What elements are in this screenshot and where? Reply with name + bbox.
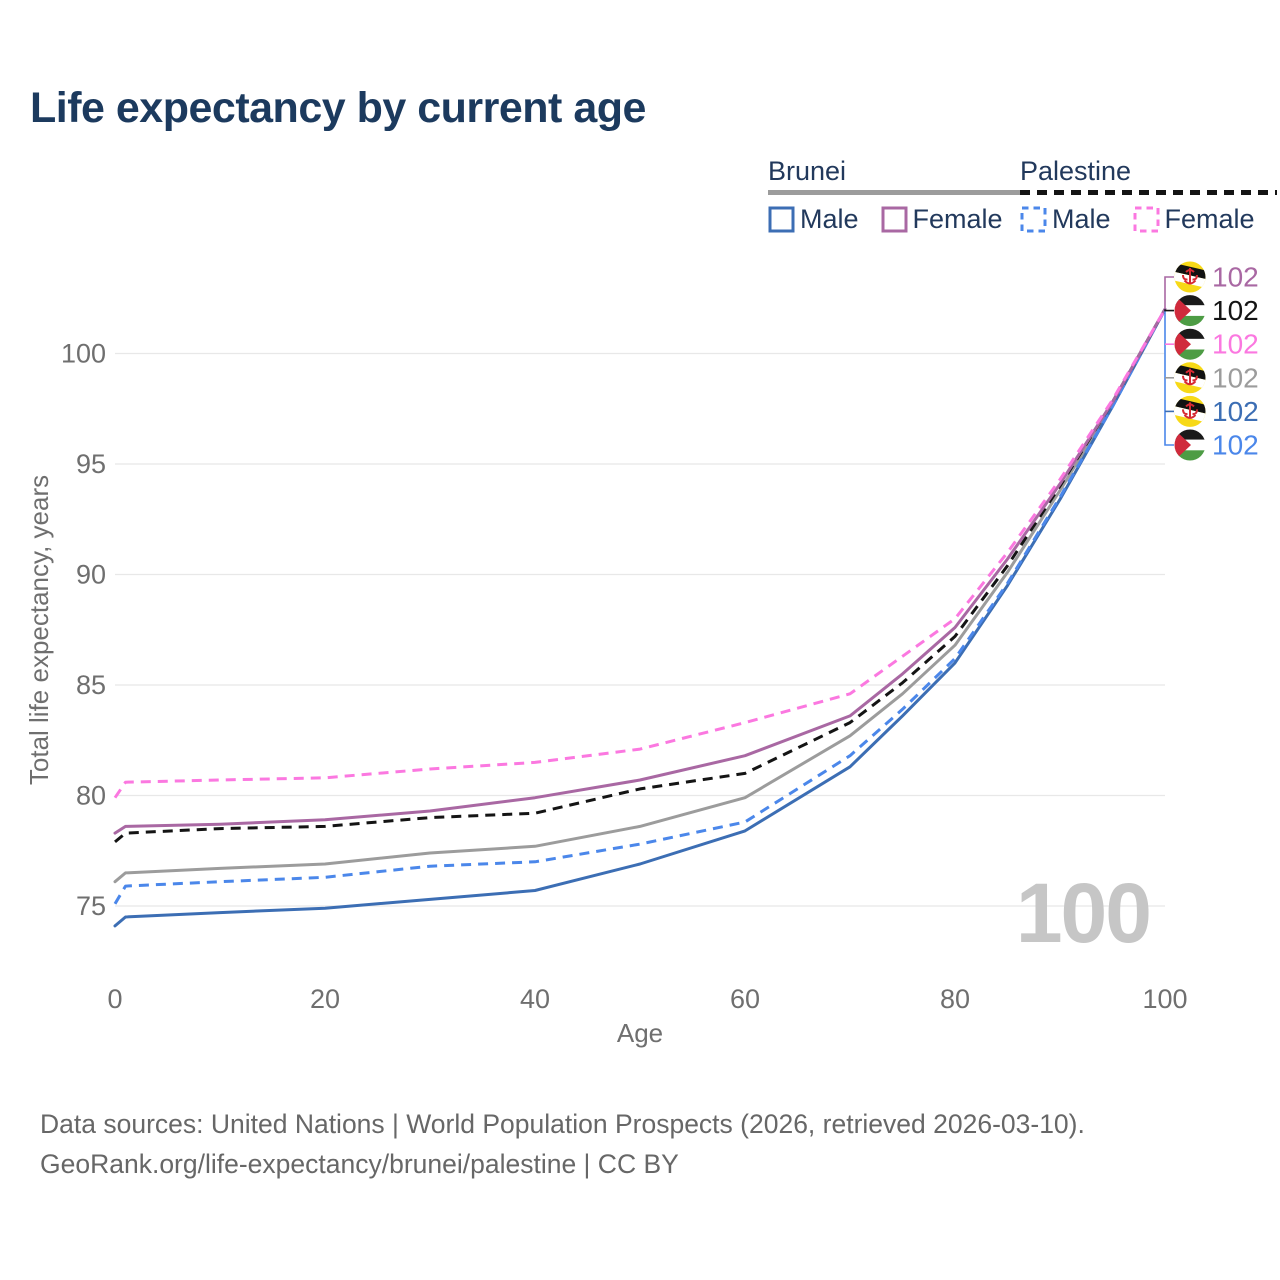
legend-item-palestine-male[interactable]: Male — [1020, 204, 1111, 235]
x-tick-label: 40 — [520, 984, 550, 1014]
x-axis-title: Age — [617, 1018, 663, 1048]
y-axis-title: Total life expectancy, years — [24, 475, 54, 785]
x-tick-label: 80 — [940, 984, 970, 1014]
palestine-line-style-sample — [1020, 190, 1277, 195]
endpoint-value-label: 102 — [1212, 430, 1259, 461]
legend-title-palestine[interactable]: Palestine — [1020, 156, 1132, 186]
palestine-female-swatch-icon — [1133, 206, 1160, 233]
leader-line — [1164, 309, 1174, 312]
flag-icon-palestine — [1174, 328, 1206, 360]
leader-line — [1164, 276, 1174, 310]
endpoint-value-label: 102 — [1212, 362, 1259, 393]
brunei-female-swatch-icon — [881, 206, 908, 233]
y-tick-label: 80 — [76, 781, 106, 811]
endpoint-value-label: 102 — [1212, 295, 1259, 326]
watermark-hover-age: 100 — [1016, 866, 1150, 960]
flag-icon-brunei — [1174, 395, 1206, 427]
series-line-brunei_total[interactable] — [113, 307, 1167, 884]
flag-icon-palestine — [1174, 295, 1206, 327]
series-line-palestine_female[interactable] — [113, 308, 1167, 799]
brunei-male-swatch-icon — [768, 206, 795, 233]
brunei-line-style-sample — [768, 190, 1025, 195]
legend-label: Male — [800, 204, 859, 234]
legend-group-brunei: Brunei Male Female — [768, 156, 1025, 235]
plot-area[interactable] — [115, 300, 1165, 960]
series-line-palestine_male[interactable] — [113, 308, 1167, 905]
page-title: Life expectancy by current age — [30, 84, 646, 132]
y-tick-label: 100 — [61, 339, 106, 369]
series-line-brunei_female[interactable] — [113, 307, 1167, 835]
legend-label: Female — [1164, 204, 1255, 234]
y-tick-label: 85 — [76, 670, 106, 700]
footer-line-sources: Data sources: United Nations | World Pop… — [40, 1109, 1085, 1139]
flag-icon-brunei — [1174, 261, 1206, 293]
legend-group-palestine: Palestine Male Female — [1020, 156, 1277, 235]
x-tick-label: 100 — [1142, 984, 1187, 1014]
y-tick-label: 95 — [76, 449, 106, 479]
series-line-palestine_total[interactable] — [114, 308, 1167, 844]
x-tick-label: 0 — [107, 984, 122, 1014]
flag-icon-brunei — [1174, 362, 1206, 394]
legend-label: Female — [912, 204, 1003, 234]
series-line-brunei_male[interactable] — [113, 307, 1167, 928]
leader-line — [1164, 309, 1174, 446]
legend-item-brunei-male[interactable]: Male — [768, 204, 859, 235]
y-tick-label: 75 — [76, 891, 106, 921]
palestine-male-swatch-icon — [1020, 206, 1047, 233]
legend-label: Male — [1052, 204, 1111, 234]
legend-item-palestine-female[interactable]: Female — [1133, 204, 1255, 235]
endpoint-value-label: 102 — [1212, 262, 1259, 293]
endpoint-value-label: 102 — [1212, 396, 1259, 427]
endpoint-value-label: 102 — [1212, 329, 1259, 360]
flag-icon-palestine — [1174, 429, 1206, 461]
legend-title-brunei[interactable]: Brunei — [768, 156, 847, 186]
y-tick-label: 90 — [76, 560, 106, 590]
legend-item-brunei-female[interactable]: Female — [881, 204, 1003, 235]
footer-line-credit: GeoRank.org/life-expectancy/brunei/pales… — [40, 1149, 679, 1179]
data-source-footer: Data sources: United Nations | World Pop… — [40, 1104, 1085, 1184]
x-tick-label: 60 — [730, 984, 760, 1014]
chart-canvas[interactable]: 75 80 85 90 95 100 0 20 40 60 80 100 Age Total life e… — [0, 240, 1280, 1060]
x-tick-label: 20 — [310, 984, 340, 1014]
